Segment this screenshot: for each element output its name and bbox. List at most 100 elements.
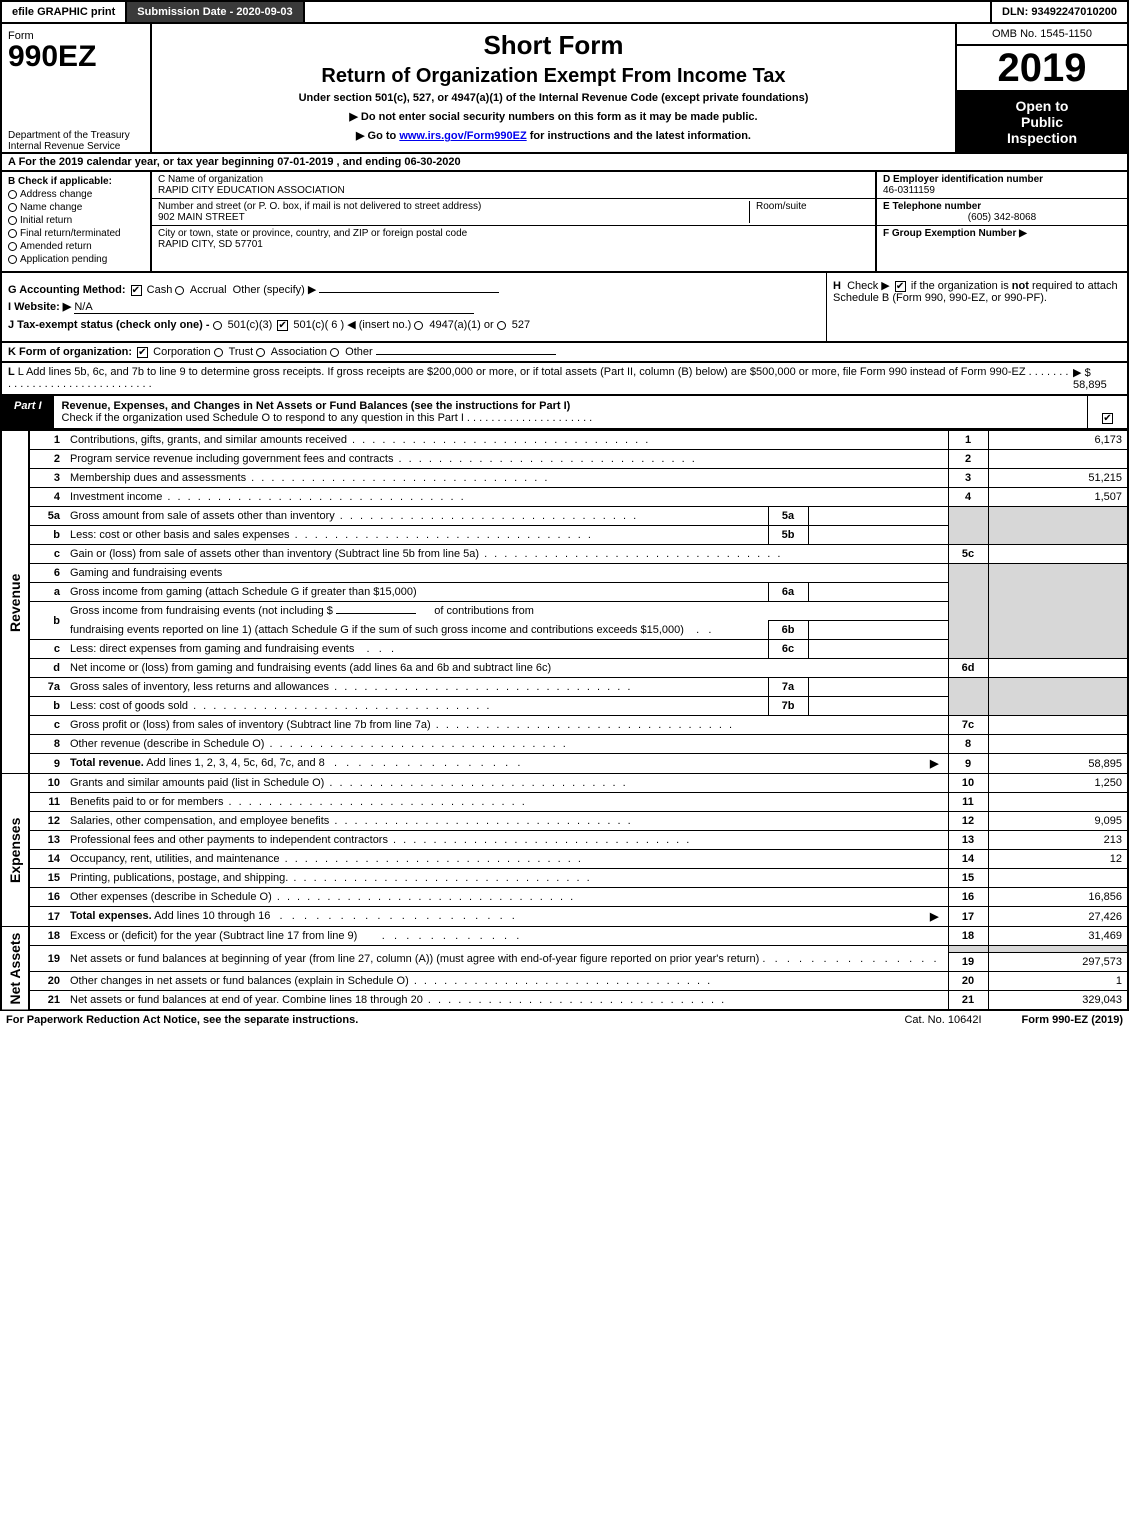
phone-label: E Telephone number (883, 201, 1121, 212)
line-14-colnum: 14 (948, 850, 988, 869)
org-address-value: 902 MAIN STREET (158, 212, 485, 223)
chk-address-change[interactable]: Address change (8, 189, 144, 200)
line-20-desc: Other changes in net assets or fund bala… (65, 972, 948, 991)
chk-name-change[interactable]: Name change (8, 202, 144, 213)
chk-final-return[interactable]: Final return/terminated (8, 228, 144, 239)
line-2-colnum: 2 (948, 450, 988, 469)
section-k: K Form of organization: Corporation Trus… (0, 343, 1129, 363)
line-13-value: 213 (988, 831, 1128, 850)
chk-schedule-b[interactable] (895, 281, 906, 292)
line-8-value (988, 735, 1128, 754)
line-1-num: 1 (29, 431, 65, 450)
org-name-value: RAPID CITY EDUCATION ASSOCIATION (158, 185, 345, 196)
line-12-colnum: 12 (948, 812, 988, 831)
line-6a-mini-num: 6a (768, 583, 808, 602)
chk-4947[interactable] (414, 321, 423, 330)
line-17-colnum: 17 (948, 907, 988, 927)
line-9-desc: Total revenue. Add lines 1, 2, 3, 4, 5c,… (65, 754, 948, 774)
line-2-value (988, 450, 1128, 469)
line-20-value: 1 (988, 972, 1128, 991)
org-city-value: RAPID CITY, SD 57701 (158, 239, 471, 250)
chk-accrual[interactable] (175, 286, 184, 295)
chk-cash[interactable] (131, 285, 142, 296)
gh-left: G Accounting Method: Cash Accrual Other … (2, 273, 827, 341)
line-6c-mini-val (808, 640, 948, 659)
line-11-desc: Benefits paid to or for members (65, 793, 948, 812)
section-b-header: B Check if applicable: (8, 176, 144, 187)
line-6a-mini-val (808, 583, 948, 602)
chk-association[interactable] (256, 348, 265, 357)
line-12-num: 12 (29, 812, 65, 831)
ein-value: 46-0311159 (883, 185, 1121, 196)
department-label: Department of the Treasury Internal Reve… (8, 130, 144, 152)
527-label: 527 (512, 319, 530, 331)
ssn-warning: ▶ Do not enter social security numbers o… (162, 110, 945, 123)
line-18-desc: Excess or (deficit) for the year (Subtra… (65, 927, 948, 946)
irs-link[interactable]: www.irs.gov/Form990EZ (399, 130, 526, 142)
line-21-desc: Net assets or fund balances at end of ye… (65, 991, 948, 1011)
other-org-input[interactable] (376, 354, 556, 355)
line-7a-desc: Gross sales of inventory, less returns a… (65, 678, 768, 697)
line-7c-value (988, 716, 1128, 735)
chk-other-org[interactable] (330, 348, 339, 357)
line-9-colnum: 9 (948, 754, 988, 774)
chk-527[interactable] (497, 321, 506, 330)
line-9-num: 9 (29, 754, 65, 774)
line-11-num: 11 (29, 793, 65, 812)
line-6c-mini-num: 6c (768, 640, 808, 659)
goto-pre: ▶ Go to (356, 130, 399, 142)
line-17-value: 27,426 (988, 907, 1128, 927)
line-11-value (988, 793, 1128, 812)
part-1-table: Revenue 1 Contributions, gifts, grants, … (0, 430, 1129, 1011)
line-2-num: 2 (29, 450, 65, 469)
line-12-value: 9,095 (988, 812, 1128, 831)
form-title: Return of Organization Exempt From Incom… (162, 65, 945, 88)
line-6b-desc-1: Gross income from fundraising events (no… (65, 602, 948, 621)
line-10-desc: Grants and similar amounts paid (list in… (65, 774, 948, 793)
line-5a-desc: Gross amount from sale of assets other t… (65, 507, 768, 526)
room-suite-label: Room/suite (749, 201, 869, 223)
chk-501c3[interactable] (213, 321, 222, 330)
line-8-num: 8 (29, 735, 65, 754)
part-1-header: Part I Revenue, Expenses, and Changes in… (0, 396, 1129, 430)
chk-application-pending[interactable]: Application pending (8, 254, 144, 265)
line-6b-mini-val (808, 621, 948, 640)
section-e: E Telephone number (605) 342-8068 (877, 199, 1127, 226)
line-19-value: 297,573 (988, 953, 1128, 972)
phone-value: (605) 342-8068 (883, 212, 1121, 223)
line-5a-num: 5a (29, 507, 65, 526)
line-6a-num: a (29, 583, 65, 602)
open-line-2: Public (961, 114, 1123, 130)
line-7ab-shade-num (948, 678, 988, 716)
omb-number: OMB No. 1545-1150 (957, 24, 1127, 46)
other-specify-input[interactable] (319, 292, 499, 293)
dept-treasury: Department of the Treasury (8, 130, 144, 141)
line-15-colnum: 15 (948, 869, 988, 888)
revenue-side-label: Revenue (1, 431, 29, 774)
line-19-colnum: 19 (948, 953, 988, 972)
chk-501c[interactable] (277, 320, 288, 331)
line-4-num: 4 (29, 488, 65, 507)
line-16-desc: Other expenses (describe in Schedule O) (65, 888, 948, 907)
chk-amended-return[interactable]: Amended return (8, 241, 144, 252)
section-h: H Check ▶ if the organization is not req… (827, 273, 1127, 341)
corp-label: Corporation (153, 346, 210, 358)
line-19-num: 19 (29, 946, 65, 972)
line-7b-mini-val (808, 697, 948, 716)
part-1-schedule-o-check[interactable] (1087, 396, 1127, 428)
form-subtitle: Under section 501(c), 527, or 4947(a)(1)… (162, 92, 945, 104)
chk-trust[interactable] (214, 348, 223, 357)
line-19-shade-num (948, 946, 988, 953)
section-c: C Name of organization RAPID CITY EDUCAT… (152, 172, 877, 271)
efile-print-button[interactable]: efile GRAPHIC print (2, 2, 127, 22)
header-center: Short Form Return of Organization Exempt… (152, 24, 957, 152)
line-6d-desc: Net income or (loss) from gaming and fun… (65, 659, 948, 678)
part-1-title-block: Revenue, Expenses, and Changes in Net As… (54, 396, 1087, 428)
line-20-num: 20 (29, 972, 65, 991)
chk-initial-return[interactable]: Initial return (8, 215, 144, 226)
501c3-label: 501(c)(3) (228, 319, 273, 331)
chk-corporation[interactable] (137, 347, 148, 358)
line-5b-desc: Less: cost or other basis and sales expe… (65, 526, 768, 545)
line-6d-colnum: 6d (948, 659, 988, 678)
header-right: OMB No. 1545-1150 2019 Open to Public In… (957, 24, 1127, 152)
